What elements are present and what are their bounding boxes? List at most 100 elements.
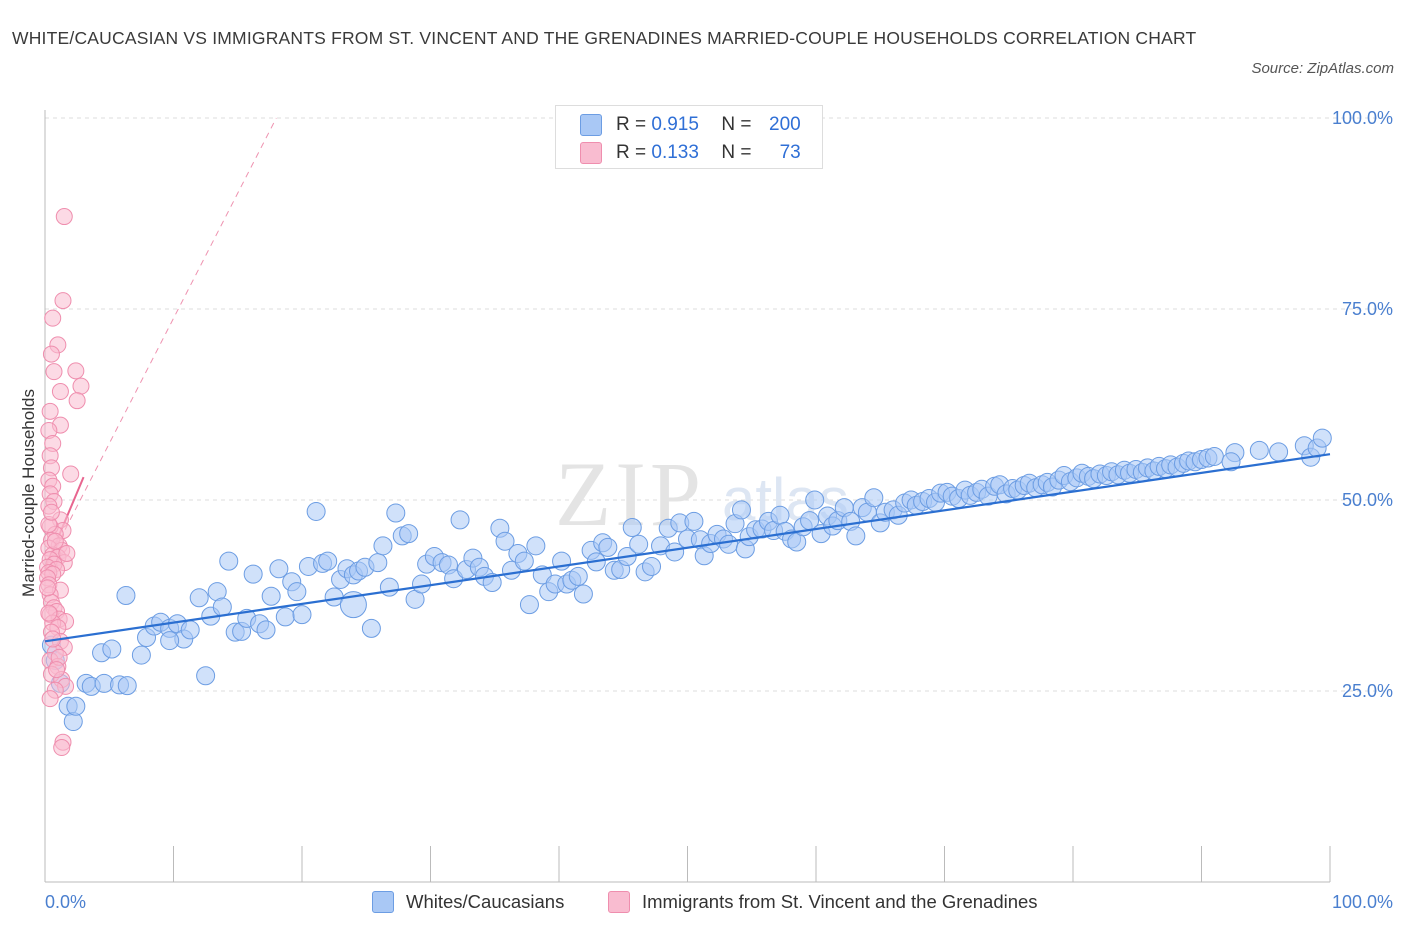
pink-point (39, 579, 57, 597)
blue-trend (44, 453, 1331, 643)
blue-point (399, 524, 419, 544)
blue-point (805, 490, 825, 510)
blue-point (450, 510, 470, 530)
legend-swatch-blue (580, 114, 602, 136)
blue-point (243, 564, 263, 584)
bottom-legend-swatch-pink (608, 891, 630, 913)
blue-point (719, 534, 739, 554)
pink-point (42, 503, 60, 521)
bottom-legend-immigrants: Immigrants from St. Vincent and the Gren… (608, 889, 1038, 915)
pink-trend-dashed (44, 117, 277, 569)
pink-point (62, 465, 80, 483)
blue-point (189, 588, 209, 608)
blue-point (180, 620, 200, 640)
pink-point (40, 604, 58, 622)
blue-point (196, 666, 216, 686)
blue-point (275, 607, 295, 627)
blue-point (368, 553, 388, 573)
x-tick-labels: 0.0% 100.0% (45, 892, 1393, 912)
legend-n-label: N = (721, 114, 757, 135)
blue-point (373, 536, 393, 556)
pink-points (39, 208, 90, 757)
legend-n-value: 200 (769, 114, 801, 135)
blue-point (117, 676, 137, 696)
pink-point (41, 402, 59, 420)
blue-point (1204, 446, 1224, 466)
blue-point (642, 556, 662, 576)
y-tick-label: 25.0% (1342, 681, 1393, 701)
blue-point (684, 511, 704, 531)
blue-point (514, 551, 534, 571)
legend-r-value: 0.915 (651, 114, 699, 135)
blue-point (212, 597, 232, 617)
legend-n-label: N = (721, 142, 757, 163)
source-label: Source: ZipAtlas.com (1251, 60, 1394, 77)
blue-point (482, 573, 502, 593)
blue-point (598, 537, 618, 557)
pink-point (55, 208, 73, 226)
x-tick-label-min: 0.0% (45, 892, 86, 912)
blue-point (261, 586, 281, 606)
y-axis-title: Married-couple Households (19, 389, 38, 597)
blue-point (846, 526, 866, 546)
chart-title: WHITE/CAUCASIAN VS IMMIGRANTS FROM ST. V… (12, 28, 1197, 48)
blue-point (256, 620, 276, 640)
blue-point (526, 536, 546, 556)
pink-point (54, 292, 72, 310)
blue-point (131, 645, 151, 665)
blue-point (1221, 452, 1241, 472)
blue-point (287, 582, 307, 602)
y-tick-labels: 25.0% 50.0% 75.0% 100.0% (1332, 108, 1393, 701)
blue-point (412, 574, 432, 594)
correlation-legend: R = 0.915 N = 200 R = 0.133 N = 73 (555, 105, 823, 169)
pink-point (46, 532, 64, 550)
blue-point (622, 518, 642, 538)
pink-point (53, 739, 71, 757)
blue-point (379, 577, 399, 597)
grid-lines (45, 117, 1390, 692)
pink-point (67, 362, 85, 380)
blue-point (292, 605, 312, 625)
pink-point (44, 309, 62, 327)
blue-point (568, 566, 588, 586)
y-tick-label: 100.0% (1332, 108, 1393, 128)
legend-row-whites: R = 0.915 N = 200 (580, 112, 801, 138)
blue-point (102, 639, 122, 659)
pink-point (68, 392, 86, 410)
blue-point (116, 586, 136, 605)
bottom-legend-swatch-blue (372, 891, 394, 913)
pink-point (41, 690, 59, 708)
blue-point (770, 505, 790, 525)
legend-row-immigrants: R = 0.133 N = 73 (580, 140, 801, 166)
blue-point (306, 501, 326, 521)
legend-r-value: 0.133 (651, 142, 699, 163)
blue-point (519, 595, 539, 615)
legend-swatch-pink (580, 142, 602, 164)
blue-point (1249, 440, 1269, 460)
y-tick-label: 50.0% (1342, 490, 1393, 510)
bottom-legend-label-immigrants: Immigrants from St. Vincent and the Gren… (642, 891, 1038, 912)
legend-r-label: R = (616, 142, 652, 163)
blue-point (1269, 442, 1289, 462)
x-tick-label-max: 100.0% (1332, 892, 1393, 912)
bottom-legend-label-whites: Whites/Caucasians (406, 891, 565, 912)
pink-point (42, 345, 60, 363)
blue-trend-line (44, 453, 1331, 643)
blue-point (66, 696, 86, 716)
legend-n-value: 73 (779, 142, 801, 163)
blue-point (160, 631, 180, 651)
blue-points (41, 428, 1332, 732)
blue-point (495, 531, 515, 551)
pink-trend (44, 117, 277, 570)
legend-r-label: R = (616, 114, 652, 135)
blue-point (386, 503, 406, 523)
blue-point (629, 534, 649, 554)
blue-point (269, 559, 289, 579)
blue-point (318, 551, 338, 571)
pink-point (51, 383, 69, 401)
y-tick-label: 75.0% (1342, 299, 1393, 319)
bottom-legend-whites: Whites/Caucasians (372, 889, 564, 915)
pink-point (48, 661, 66, 679)
pink-point (58, 544, 76, 562)
